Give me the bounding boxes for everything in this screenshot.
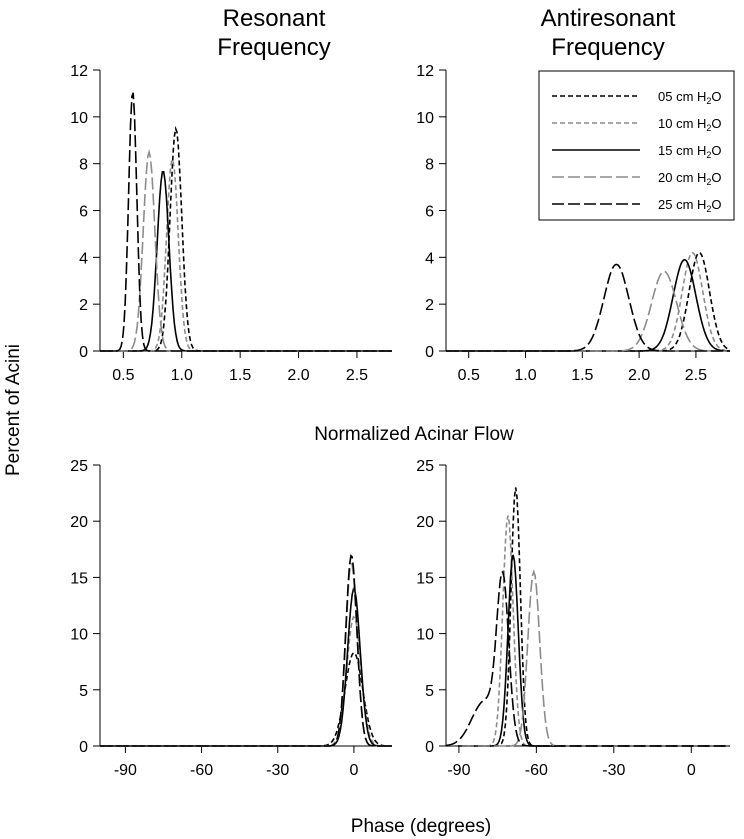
x-tick-label: 1.0 bbox=[514, 367, 536, 384]
series-line-20-cm-h2o bbox=[100, 148, 392, 352]
x-tick-label: 2.0 bbox=[287, 367, 309, 384]
y-tick-label: 2 bbox=[79, 297, 88, 314]
y-tick-label: 2 bbox=[425, 297, 434, 314]
x-tick-label: 1.0 bbox=[171, 367, 193, 384]
x-axis-label: Phase (degrees) bbox=[351, 816, 491, 837]
y-tick-label: 8 bbox=[425, 157, 434, 174]
series-line-25-cm-h2o bbox=[100, 554, 392, 747]
panel-top-left: 0 2 4 6 8 10 12 0.5 1.0 1.5 2.0 2.5 bbox=[70, 63, 392, 384]
series-line-25-cm-h2o bbox=[445, 570, 730, 747]
y-tick-label: 10 bbox=[70, 627, 88, 644]
legend-label: 05 cm H2O bbox=[658, 89, 722, 106]
legend-label: 10 cm H2O bbox=[658, 116, 722, 133]
legend: 05 cm H2O 10 cm H2O 15 cm H2O 20 cm H2O 25 c… bbox=[538, 70, 735, 221]
x-tick-label: 0.5 bbox=[458, 367, 480, 384]
x-tick-label: -60 bbox=[525, 762, 548, 779]
panels: 0 2 4 6 8 10 12 0.5 1.0 1.5 2.0 2.5 0 2 4 6 8 10 12 0.5 1.0 1… bbox=[70, 63, 731, 779]
x-tick-label: 2.5 bbox=[685, 367, 707, 384]
x-tick-label: 0 bbox=[687, 762, 696, 779]
x-tick-label: -60 bbox=[190, 762, 213, 779]
x-tick-label: 2.0 bbox=[628, 367, 650, 384]
y-tick-label: 15 bbox=[416, 570, 434, 587]
y-tick-label: 20 bbox=[416, 514, 434, 531]
col-title-antiresonant-line2: Frequency bbox=[551, 34, 664, 61]
y-tick-label: 10 bbox=[416, 627, 434, 644]
y-tick-label: 5 bbox=[425, 683, 434, 700]
series-line-10-cm-h2o bbox=[446, 251, 731, 352]
x-tick-label: 1.5 bbox=[229, 367, 251, 384]
x-tick-label: -30 bbox=[266, 762, 289, 779]
series-line-10-cm-h2o bbox=[100, 158, 392, 352]
series-line-05-cm-h2o bbox=[100, 651, 392, 747]
y-axis-label: Percent of Acini bbox=[3, 344, 24, 476]
y-tick-label: 12 bbox=[70, 63, 88, 80]
x-tick-label: 2.5 bbox=[346, 367, 368, 384]
y-tick-label: 0 bbox=[79, 739, 88, 756]
y-tick-label: 0 bbox=[79, 344, 88, 361]
y-tick-label: 20 bbox=[70, 514, 88, 531]
panel-bottom-right: 0 5 10 15 20 25 -90 -60 -30 0 bbox=[416, 458, 730, 779]
series-line-25-cm-h2o bbox=[446, 263, 730, 352]
y-tick-label: 5 bbox=[79, 683, 88, 700]
series-line-05-cm-h2o bbox=[446, 487, 730, 747]
col-title-resonant-line1: Resonant bbox=[223, 5, 326, 32]
series-line-05-cm-h2o bbox=[100, 125, 392, 352]
y-tick-label: 4 bbox=[79, 250, 88, 267]
series-line-20-cm-h2o bbox=[446, 270, 730, 352]
series-line-25-cm-h2o bbox=[100, 92, 392, 352]
series-line-15-cm-h2o bbox=[100, 170, 392, 352]
series-line-15-cm-h2o bbox=[446, 554, 730, 747]
series-line-20-cm-h2o bbox=[446, 569, 730, 747]
y-tick-label: 12 bbox=[416, 63, 434, 80]
x-tick-label: 1.5 bbox=[571, 367, 593, 384]
y-tick-label: 6 bbox=[425, 204, 434, 221]
legend-label: 25 cm H2O bbox=[658, 197, 722, 214]
y-tick-label: 8 bbox=[79, 157, 88, 174]
series-line-10-cm-h2o bbox=[446, 515, 730, 747]
col-title-resonant-line2: Frequency bbox=[217, 34, 330, 61]
y-tick-label: 0 bbox=[425, 739, 434, 756]
x-tick-label: -30 bbox=[602, 762, 625, 779]
y-tick-label: 25 bbox=[416, 458, 434, 475]
y-tick-label: 25 bbox=[70, 458, 88, 475]
x-tick-label: -90 bbox=[447, 762, 470, 779]
y-tick-label: 10 bbox=[416, 110, 434, 127]
row-title: Normalized Acinar Flow bbox=[314, 424, 514, 445]
y-tick-label: 6 bbox=[79, 204, 88, 221]
panel-bottom-left: 0 5 10 15 20 25 -90 -60 -30 0 bbox=[70, 458, 392, 779]
legend-label: 20 cm H2O bbox=[658, 170, 722, 187]
series-line-15-cm-h2o bbox=[100, 587, 392, 747]
series-line-15-cm-h2o bbox=[446, 258, 730, 352]
panel-top-right: 0 2 4 6 8 10 12 0.5 1.0 1.5 2.0 2.5 bbox=[416, 63, 731, 384]
legend-label: 15 cm H2O bbox=[658, 143, 722, 160]
col-title-antiresonant-line1: Antiresonant bbox=[541, 5, 676, 32]
y-tick-label: 10 bbox=[70, 110, 88, 127]
x-tick-label: -90 bbox=[114, 762, 137, 779]
y-tick-label: 15 bbox=[70, 570, 88, 587]
x-tick-label: 0.5 bbox=[112, 367, 134, 384]
x-tick-label: 0 bbox=[349, 762, 358, 779]
y-tick-label: 4 bbox=[425, 250, 434, 267]
y-tick-label: 0 bbox=[425, 344, 434, 361]
